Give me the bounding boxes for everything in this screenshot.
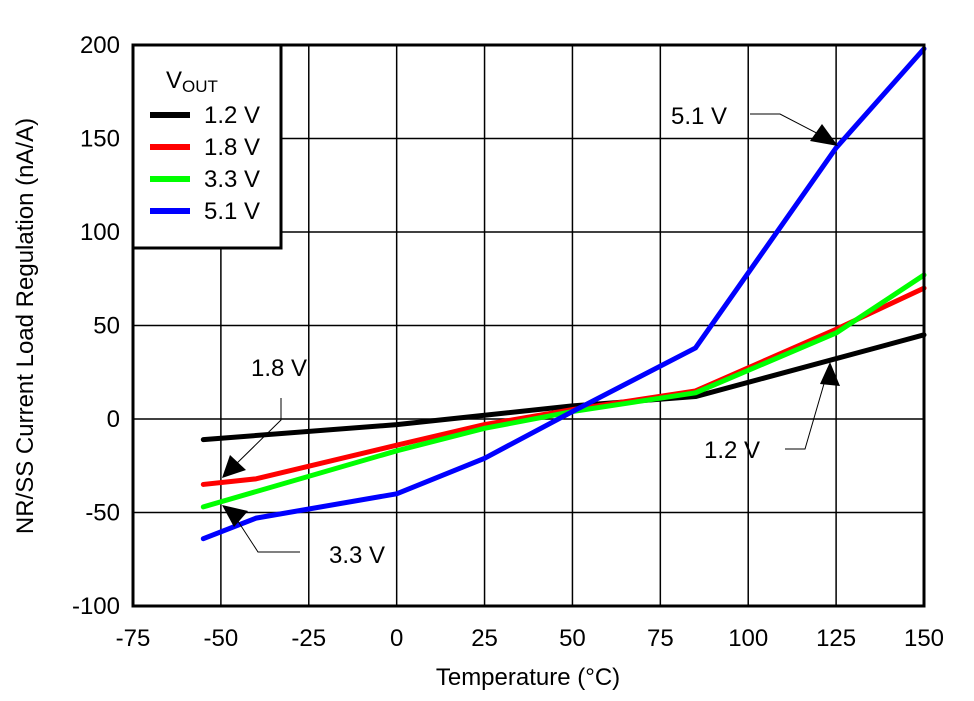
x-axis-label: Temperature (°C) xyxy=(436,664,620,691)
y-tick-label: 150 xyxy=(80,126,120,153)
legend-label: 1.2 V xyxy=(204,102,260,129)
legend-title: VOUT xyxy=(166,67,218,96)
y-tick-label: 50 xyxy=(93,313,120,340)
y-tick-label: -50 xyxy=(85,500,120,527)
legend-label: 3.3 V xyxy=(204,166,260,193)
x-tick-label: -75 xyxy=(116,625,151,652)
x-tick-label: 75 xyxy=(647,625,674,652)
y-tick-label: -100 xyxy=(72,593,120,620)
legend-label: 5.1 V xyxy=(204,198,260,225)
x-tick-label: 100 xyxy=(728,625,768,652)
y-tick-label: 100 xyxy=(80,219,120,246)
x-tick-label: 150 xyxy=(904,625,944,652)
legend: VOUT 1.2 V 1.8 V 3.3 V 5.1 V xyxy=(131,43,283,250)
x-tick-label: 50 xyxy=(559,625,586,652)
y-tick-label: 0 xyxy=(107,406,120,433)
y-axis-label: NR/SS Current Load Regulation (nA/A) xyxy=(12,118,39,534)
y-tick-label: 200 xyxy=(80,32,120,59)
tick-labels: -75 -50 -25 0 25 50 75 100 125 150 -100 -50 0 50 100 15… xyxy=(72,32,944,652)
x-tick-label: -25 xyxy=(291,625,326,652)
annotation-3-3v: 3.3 V xyxy=(329,542,385,569)
plot-frame xyxy=(131,43,926,608)
annotation-1-2v: 1.2 V xyxy=(704,437,760,464)
x-tick-label: 125 xyxy=(816,625,856,652)
series-line-12V xyxy=(200,332,927,443)
series-line-51V xyxy=(200,46,927,542)
annotation-5-1v: 5.1 V xyxy=(671,103,727,130)
annotation-arrows xyxy=(222,124,840,527)
x-tick-label: 0 xyxy=(390,625,403,652)
annotations xyxy=(229,113,831,553)
series-line-33V xyxy=(200,272,927,510)
series-lines xyxy=(200,46,927,542)
x-tick-label: 25 xyxy=(471,625,498,652)
annotation-1-8v: 1.8 V xyxy=(251,355,307,382)
x-tick-label: -50 xyxy=(204,625,239,652)
legend-label: 1.8 V xyxy=(204,134,260,161)
series-line-18V xyxy=(200,285,927,487)
